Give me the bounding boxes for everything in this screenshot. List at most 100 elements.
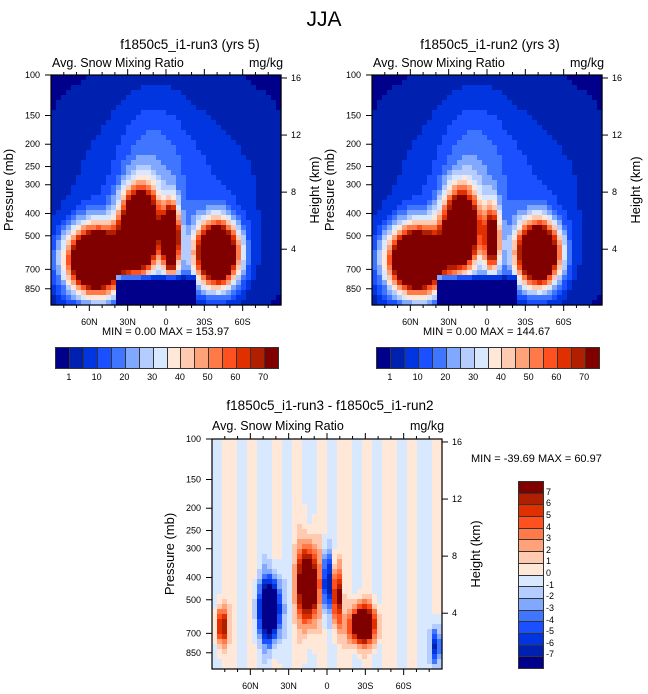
heatmap-cell	[257, 534, 263, 540]
heatmap-cell	[76, 295, 82, 301]
heatmap-cell	[497, 100, 503, 106]
heatmap-cell	[547, 250, 553, 256]
heatmap-cell	[372, 190, 378, 196]
heatmap-cell	[467, 100, 473, 106]
heatmap-cell	[572, 225, 578, 231]
heatmap-cell	[532, 170, 538, 176]
heatmap-cell	[452, 110, 458, 116]
heatmap-cell	[542, 255, 548, 261]
heatmap-cell	[417, 255, 423, 261]
heatmap-cell	[372, 150, 378, 156]
heatmap-cell	[407, 135, 413, 141]
heatmap-cell	[106, 85, 112, 91]
heatmap-cell	[572, 210, 578, 216]
heatmap-cell	[557, 265, 563, 271]
heatmap-cell	[81, 285, 87, 291]
heatmap-cell	[237, 449, 243, 455]
heatmap-cell	[382, 80, 388, 86]
heatmap-cell	[397, 265, 403, 271]
heatmap-cell	[547, 180, 553, 186]
heatmap-cell	[106, 170, 112, 176]
heatmap-cell	[226, 260, 232, 266]
heatmap-cell	[71, 85, 77, 91]
heatmap-cell	[582, 130, 588, 136]
heatmap-cell	[467, 300, 473, 306]
heatmap-cell	[51, 110, 57, 116]
heatmap-cell	[51, 265, 57, 271]
heatmap-cell	[151, 245, 157, 251]
heatmap-cell	[592, 270, 598, 276]
heatmap-cell	[267, 589, 273, 595]
heatmap-cell	[242, 539, 248, 545]
heatmap-cell	[271, 90, 277, 96]
heatmap-cell	[497, 85, 503, 91]
heatmap-cell	[417, 80, 423, 86]
heatmap-cell	[497, 115, 503, 121]
heatmap-cell	[141, 210, 147, 216]
heatmap-cell	[151, 195, 157, 201]
heatmap-cell	[271, 285, 277, 291]
heatmap-cell	[422, 295, 428, 301]
heatmap-cell	[126, 130, 132, 136]
heatmap-cell	[492, 150, 498, 156]
heatmap-cell	[502, 165, 508, 171]
heatmap-cell	[56, 160, 62, 166]
heatmap-cell	[492, 200, 498, 206]
heatmap-cell	[266, 205, 272, 211]
heatmap-cell	[251, 75, 257, 81]
heatmap-cell	[227, 439, 233, 445]
heatmap-cell	[231, 205, 237, 211]
heatmap-cell	[51, 200, 57, 206]
heatmap-cell	[101, 300, 107, 306]
heatmap-cell	[196, 170, 202, 176]
heatmap-cell	[211, 140, 217, 146]
heatmap-cell	[156, 215, 162, 221]
heatmap-cell	[246, 300, 252, 306]
heatmap-cell	[201, 80, 207, 86]
heatmap-cell	[176, 155, 182, 161]
heatmap-cell	[382, 185, 388, 191]
heatmap-cell	[522, 185, 528, 191]
heatmap-cell	[256, 295, 262, 301]
heatmap-cell	[402, 300, 408, 306]
heatmap-cell	[266, 160, 272, 166]
heatmap-cell	[211, 300, 217, 306]
heatmap-cell	[91, 295, 97, 301]
heatmap-cell	[216, 80, 222, 86]
heatmap-cell	[232, 554, 238, 560]
heatmap-cell	[397, 85, 403, 91]
heatmap-cell	[106, 80, 112, 86]
heatmap-cell	[527, 160, 533, 166]
heatmap-cell	[267, 514, 273, 520]
heatmap-cell	[156, 75, 162, 81]
heatmap-cell	[246, 105, 252, 111]
heatmap-cell	[492, 130, 498, 136]
heatmap-cell	[502, 85, 508, 91]
heatmap-cell	[467, 145, 473, 151]
heatmap-cell	[71, 225, 77, 231]
heatmap-cell	[597, 195, 603, 201]
heatmap-cell	[237, 639, 243, 645]
heatmap-cell	[592, 120, 598, 126]
heatmap-cell	[176, 300, 182, 306]
heatmap-cell	[251, 175, 257, 181]
heatmap-cell	[242, 564, 248, 570]
heatmap-cell	[597, 250, 603, 256]
heatmap-cell	[587, 290, 593, 296]
heatmap-cell	[101, 220, 107, 226]
heatmap-cell	[517, 275, 523, 281]
heatmap-cell	[437, 200, 443, 206]
heatmap-cell	[206, 105, 212, 111]
heatmap-cell	[226, 80, 232, 86]
heatmap-cell	[237, 534, 243, 540]
heatmap-cell	[477, 285, 483, 291]
heatmap-cell	[427, 170, 433, 176]
heatmap-cell	[517, 150, 523, 156]
heatmap-cell	[156, 95, 162, 101]
heatmap-cell	[487, 300, 493, 306]
heatmap-cell	[61, 270, 67, 276]
heatmap-cell	[222, 499, 228, 505]
heatmap-cell	[247, 444, 253, 450]
heatmap-cell	[86, 160, 92, 166]
heatmap-cell	[487, 80, 493, 86]
